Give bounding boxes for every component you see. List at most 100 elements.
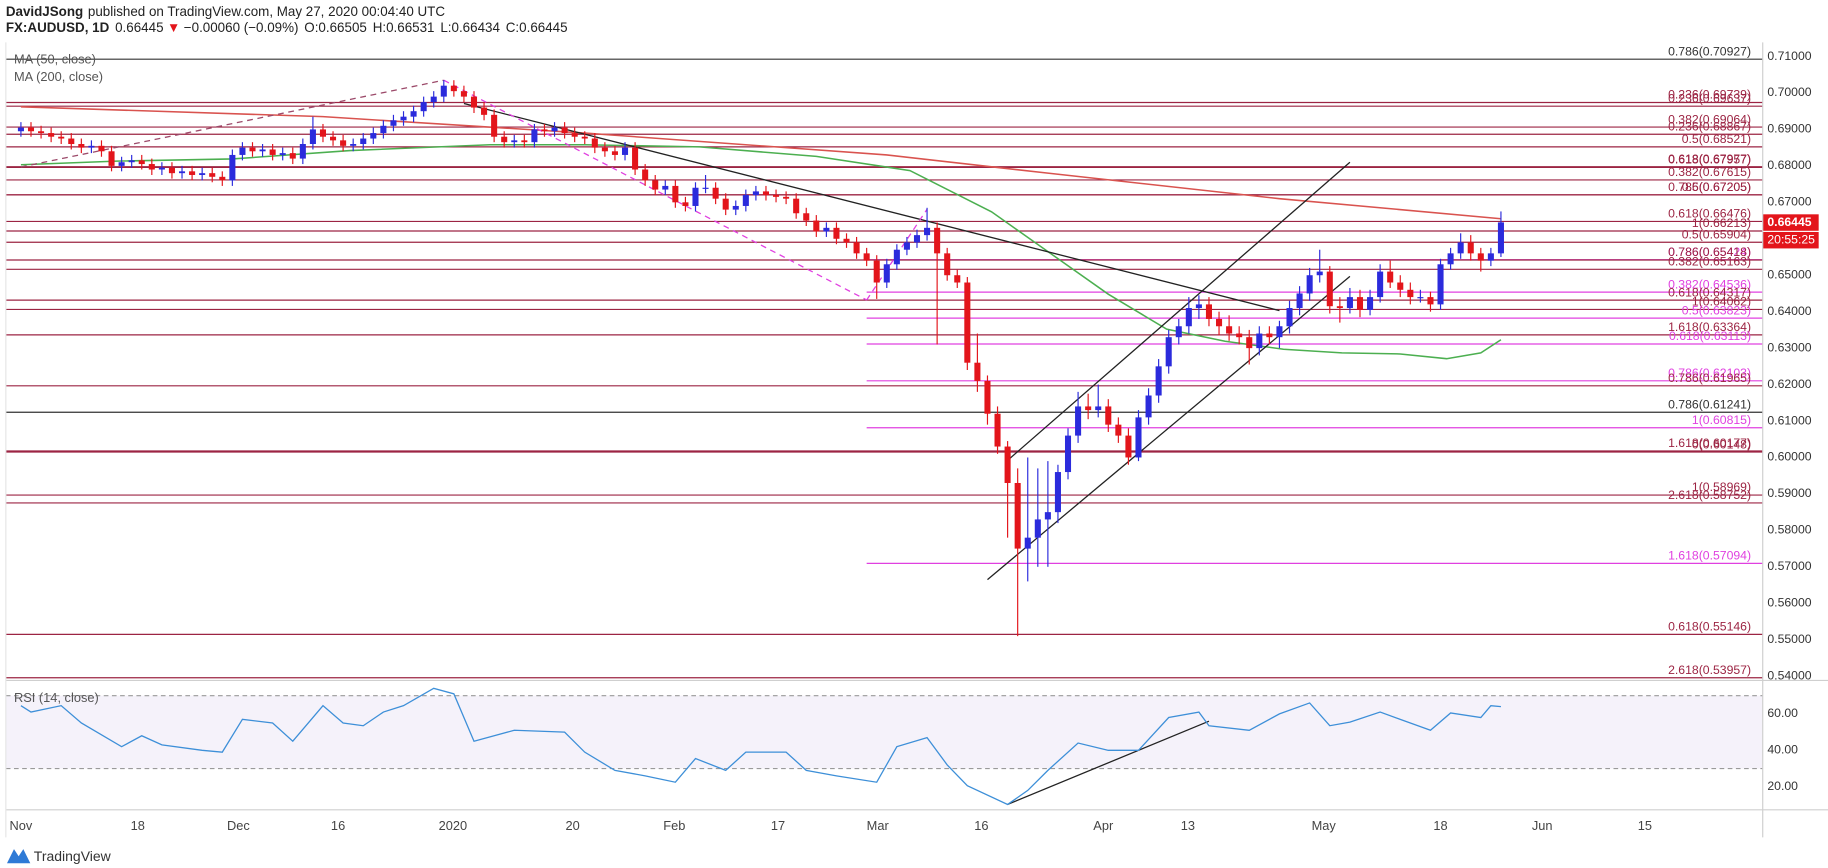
candle-body <box>269 149 276 155</box>
candle-body <box>1044 512 1051 520</box>
candle-body <box>1306 275 1313 294</box>
candle-body <box>390 120 397 126</box>
fib-label: 0.786(0.70927) <box>1668 44 1751 58</box>
fib-label: 0.236(0.69739) <box>1668 88 1751 102</box>
candle-body <box>511 140 518 143</box>
x-tick-label: Feb <box>663 818 685 833</box>
plot-layer: 0.786(0.70927) 0.236(0.69739)0.236(0.6963… <box>5 44 1819 833</box>
y-tick-label: 0.59000 <box>1767 486 1811 500</box>
legend-entry: MA (50, close) <box>14 51 96 66</box>
y-tick-label: 0.60000 <box>1767 450 1811 464</box>
fib-label: 0.382(0.67615) <box>1668 165 1751 179</box>
candle-body <box>591 138 598 148</box>
candle-body <box>1054 472 1061 513</box>
candle-body <box>1216 318 1223 327</box>
x-tick-label: 16 <box>331 818 345 833</box>
candle-body <box>430 96 437 103</box>
candle-body <box>1346 297 1353 309</box>
fib-label: 0.382(0.65163) <box>1668 254 1751 268</box>
countdown-label: 20:55:25 <box>1767 232 1815 246</box>
candle-body <box>1075 406 1082 436</box>
candle-body <box>1387 271 1394 283</box>
candle-body <box>521 140 528 143</box>
rsi-legend: RSI (14, close) <box>14 690 99 705</box>
candle-body <box>551 127 558 132</box>
candle-body <box>128 160 135 163</box>
candle-body <box>1175 326 1182 338</box>
x-tick-label: Dec <box>227 818 250 833</box>
fib-label: 1(0.58969) <box>1692 480 1751 494</box>
fib-label: 0.236(0.68867) <box>1668 119 1751 133</box>
candle-body <box>964 282 971 363</box>
y-tick-label: 0.67000 <box>1767 195 1811 209</box>
fib-label: 2.618(0.58752) <box>1668 488 1751 502</box>
candle-body <box>1024 537 1031 549</box>
candle-body <box>712 187 719 199</box>
x-tick-label: Apr <box>1093 818 1114 833</box>
candle-body <box>400 116 407 121</box>
fib-label: 1.618(0.57094) <box>1668 549 1751 563</box>
candle-body <box>561 127 568 134</box>
candle-body <box>813 220 820 232</box>
candle-body <box>863 253 870 261</box>
trend-line <box>20 79 444 168</box>
candle-body <box>1064 435 1072 473</box>
candle-body <box>1497 222 1504 254</box>
fib-label: 0.618(0.67977) <box>1668 152 1751 166</box>
candle-body <box>1377 271 1384 298</box>
x-tick-label: 2020 <box>439 818 468 833</box>
rsi-band-fill <box>5 695 1763 769</box>
candle-body <box>1205 304 1212 319</box>
candle-body <box>360 138 367 145</box>
fib-label: 2.618(0.53957) <box>1668 663 1751 677</box>
candle-body <box>340 140 347 146</box>
candle-body <box>491 114 498 137</box>
candle-body <box>1115 424 1122 436</box>
candle-body <box>470 96 478 108</box>
candle-body <box>1477 253 1484 261</box>
x-tick-label: 17 <box>771 818 785 833</box>
y-tick-label: 0.62000 <box>1767 377 1811 391</box>
candle-body <box>903 242 910 250</box>
y-tick-label: 0.68000 <box>1767 158 1811 172</box>
candle-body <box>702 187 709 189</box>
candle-body <box>1326 271 1333 307</box>
candle-body <box>833 227 840 239</box>
candle-body <box>1195 304 1202 309</box>
candle-body <box>893 249 900 265</box>
candle-body <box>249 147 256 152</box>
rsi-tick-label: 20.00 <box>1767 779 1798 793</box>
moving-average <box>20 106 1502 220</box>
trend-line <box>1007 720 1210 806</box>
fib-label: 0.618(0.64317) <box>1668 285 1751 299</box>
candle-body <box>1095 406 1102 411</box>
candle-body <box>692 187 699 206</box>
candle-body <box>924 227 931 236</box>
fib-label: 0.786(0.67205) <box>1668 180 1751 194</box>
candle-body <box>1085 406 1092 411</box>
candle-body <box>58 136 65 139</box>
y-tick-label: 0.55000 <box>1767 632 1811 646</box>
fib-label: 0.786(0.65418) <box>1668 245 1751 259</box>
author: DavidJSong <box>6 3 83 18</box>
candle-body <box>1296 293 1303 309</box>
rsi-tick-label: 40.00 <box>1767 743 1798 757</box>
candle-body <box>1367 297 1374 310</box>
candle-body <box>1155 366 1162 396</box>
x-tick-label: 18 <box>131 818 145 833</box>
trend-line <box>463 102 1280 312</box>
candle-body <box>672 185 679 203</box>
logo-shape <box>6 849 31 864</box>
candle-body <box>1105 406 1112 425</box>
candle-body <box>350 144 357 146</box>
high: H:0.66531 <box>373 20 435 35</box>
candle-body <box>239 147 246 155</box>
y-tick-label: 0.69000 <box>1767 122 1811 136</box>
countdown-box <box>1762 231 1819 249</box>
candle-body <box>450 85 457 92</box>
candle-body <box>1165 337 1172 367</box>
candle-body <box>1286 308 1293 327</box>
candle-body <box>189 171 196 175</box>
